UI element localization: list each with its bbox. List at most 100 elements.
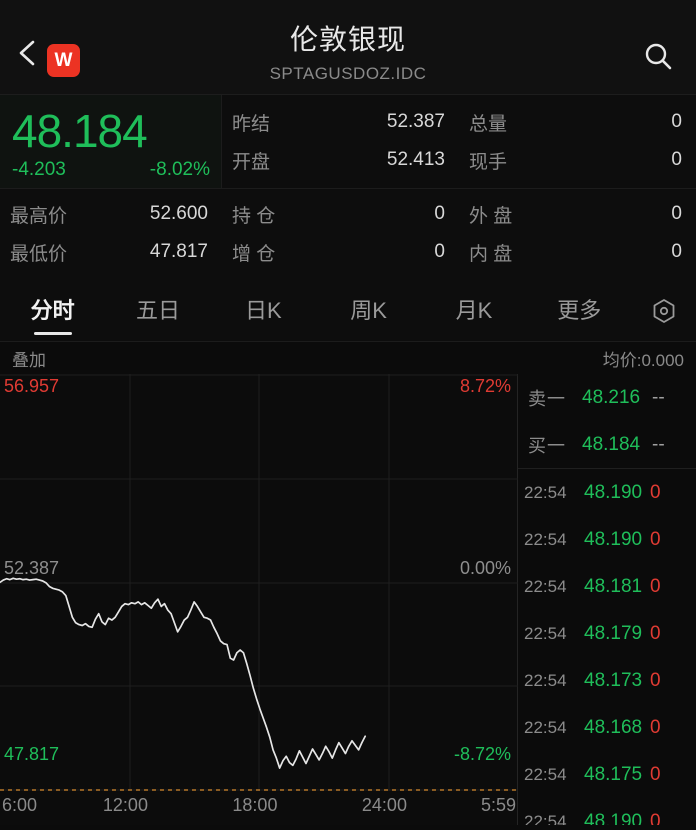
x-tick-label: 6:00 (2, 795, 38, 815)
trade-tick-row[interactable]: 22:54 48.181 0 (518, 563, 696, 610)
bid-qty: -- (652, 433, 665, 455)
page-title: 伦敦银现 (289, 24, 406, 55)
tick-qty: 0 (650, 669, 661, 691)
back-button[interactable] (10, 36, 44, 70)
avg-price-label: 均价:0.000 (602, 350, 684, 370)
trade-tick-row[interactable]: 22:54 48.168 0 (518, 704, 696, 751)
tick-price: 48.173 (584, 669, 643, 691)
app-header: W 伦敦银现 SPTAGUSDOZ.IDC (0, 0, 696, 95)
tick-time: 22:54 (524, 529, 567, 549)
quote-item-open: 开盘 52.413 (222, 141, 459, 179)
value: 0 (671, 111, 682, 132)
label: 外 盘 (469, 205, 513, 227)
chart-axis-low-price: 47.817 (4, 744, 60, 764)
value: 47.817 (149, 241, 208, 262)
price-change-percent: -8.02% (149, 159, 210, 180)
tick-time: 22:54 (524, 764, 567, 784)
tick-time: 22:54 (524, 623, 567, 643)
title-block: 伦敦银现 SPTAGUSDOZ.IDC (0, 18, 696, 84)
label: 总量 (469, 113, 508, 135)
trade-tick-row[interactable]: 22:54 48.173 0 (518, 657, 696, 704)
tick-time: 22:54 (524, 670, 567, 690)
tick-time: 22:54 (524, 576, 567, 596)
app-logo-badge[interactable]: W (47, 44, 80, 77)
label: 现手 (469, 151, 508, 173)
tab-more[interactable]: 更多 (557, 297, 602, 323)
label: 持 仓 (232, 205, 276, 227)
quote-item-current-volume: 现手 0 (459, 141, 696, 179)
chart-axis-high-percent: 8.72% (459, 376, 511, 396)
tick-price: 48.175 (584, 763, 643, 785)
search-icon (645, 43, 672, 70)
tick-qty: 0 (650, 763, 661, 785)
quote-item-prev-close: 昨结 52.387 (222, 103, 459, 141)
label: 最低价 (10, 243, 68, 265)
tick-qty: 0 (650, 716, 661, 738)
tick-time: 22:54 (524, 811, 567, 826)
tab-daily-k[interactable]: 日K (244, 297, 282, 323)
price-change: -4.203 (12, 159, 66, 180)
trade-tick-row[interactable]: 22:54 48.190 0 (518, 516, 696, 563)
tick-qty: 0 (650, 481, 661, 503)
bid-label: 买一 (528, 435, 566, 456)
trade-tick-row[interactable]: 22:54 48.179 0 (518, 610, 696, 657)
tick-price: 48.190 (584, 481, 643, 503)
tick-qty: 0 (650, 528, 661, 550)
last-price: 48.184 (12, 105, 148, 157)
value: 52.387 (386, 111, 445, 132)
price-line (0, 577, 367, 769)
chart-axis-high-price: 56.957 (4, 376, 60, 396)
tick-qty: 0 (650, 622, 661, 644)
trade-tick-row[interactable]: 22:54 48.175 0 (518, 751, 696, 798)
order-book-panel[interactable]: 卖一 48.216 -- 买一 48.184 -- 22:54 48.190 0 22… (518, 374, 696, 825)
trade-tick-list[interactable]: 22:54 48.190 0 22:54 48.190 0 22:54 48.181 0 22:5… (518, 469, 696, 826)
quote-col-4: 持 仓 0 增 仓 0 (222, 189, 459, 279)
chart-plot-area[interactable] (0, 374, 518, 791)
x-tick-label: 12:00 (102, 795, 148, 815)
tick-price: 48.168 (584, 716, 643, 738)
tab-monthly-k[interactable]: 月K (455, 297, 493, 323)
value: 0 (434, 203, 445, 224)
value: 0 (671, 241, 682, 262)
x-tick-label: 5:59 (480, 795, 516, 815)
tick-qty: 0 (650, 575, 661, 597)
tab-timeshare[interactable]: 分时 (0, 280, 105, 342)
chart-axis-low-percent: -8.72% (453, 744, 511, 764)
quote-col-2: 总量 0 现手 0 (459, 95, 696, 188)
label: 昨结 (232, 113, 271, 135)
x-tick-label: 18:00 (232, 795, 278, 815)
quote-item-outer-volume: 外 盘 0 (459, 195, 696, 233)
overlay-button[interactable]: 叠加 (12, 350, 46, 370)
quote-item-total-volume: 总量 0 (459, 103, 696, 141)
search-button[interactable] (638, 36, 678, 76)
value: 52.600 (149, 203, 208, 224)
best-bid-ask: 卖一 48.216 -- 买一 48.184 -- (518, 374, 696, 469)
quote-item-high: 最高价 52.600 (0, 195, 222, 233)
chart-tabs: 分时 五日 日K 周K 月K 更多 (0, 280, 696, 342)
settings-hexagon-icon (653, 298, 675, 323)
timeshare-chart[interactable]: 56.957 8.72% 52.387 0.00% 47.817 -8.72% … (0, 374, 518, 825)
chevron-left-icon (19, 40, 35, 66)
tick-price: 48.179 (584, 622, 643, 644)
tab-weekly-k[interactable]: 周K (350, 297, 387, 323)
value: 0 (671, 203, 682, 224)
ask-price: 48.216 (582, 386, 641, 408)
value: 52.413 (386, 149, 445, 170)
tick-time: 22:54 (524, 717, 567, 737)
trade-tick-row[interactable]: 22:54 48.190 0 (518, 798, 696, 826)
chart-settings-button[interactable] (632, 296, 696, 326)
bid-row[interactable]: 买一 48.184 -- (518, 421, 696, 468)
quote-panel: 48.184 -4.203 -8.02% 昨结 52.387 开盘 52.413 (0, 95, 696, 280)
quote-col-5: 外 盘 0 内 盘 0 (459, 189, 696, 279)
chart-subbar: 叠加 均价:0.000 (0, 342, 696, 374)
trade-tick-row[interactable]: 22:54 48.190 0 (518, 469, 696, 516)
tick-price: 48.190 (584, 810, 643, 826)
tick-price: 48.190 (584, 528, 643, 550)
tab-five-day[interactable]: 五日 (135, 297, 180, 323)
chart-axis-mid-price: 52.387 (4, 558, 60, 578)
chart-gridlines (0, 374, 518, 791)
label: 内 盘 (469, 243, 513, 265)
tick-qty: 0 (650, 810, 661, 826)
ask-row[interactable]: 卖一 48.216 -- (518, 374, 696, 421)
